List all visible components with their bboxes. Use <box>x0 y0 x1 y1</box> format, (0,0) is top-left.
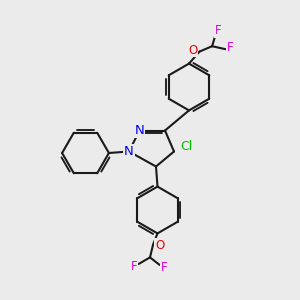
Text: Cl: Cl <box>181 140 193 153</box>
Text: N: N <box>135 124 144 137</box>
Text: O: O <box>155 239 164 252</box>
Text: F: F <box>161 261 167 274</box>
Text: F: F <box>227 41 233 54</box>
Text: F: F <box>131 260 137 274</box>
Text: N: N <box>124 145 134 158</box>
Text: F: F <box>215 24 221 37</box>
Text: O: O <box>188 44 197 57</box>
